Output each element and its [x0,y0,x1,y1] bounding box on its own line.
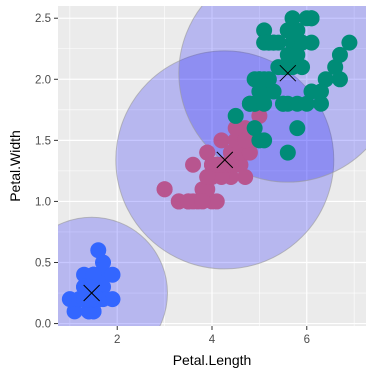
data-point [80,291,97,308]
data-point [251,71,268,88]
data-point [185,156,202,173]
data-point [251,83,268,100]
data-point [66,303,83,320]
data-point [256,22,273,39]
data-point [194,193,211,210]
data-point [104,266,121,283]
data-point [80,303,97,320]
x-tick-label: 4 [209,334,216,346]
y-tick-label: 0.5 [35,257,51,269]
data-point [341,34,358,51]
cluster-centers [83,64,297,302]
data-point [317,71,334,88]
data-point [327,59,344,76]
data-point [246,120,263,137]
data-point [237,168,254,185]
data-point [90,242,107,259]
center-mark-stroke [279,64,297,82]
data-point [279,144,296,161]
data-point [256,95,273,112]
data-point [265,83,282,100]
x-axis-title: Petal.Length [173,352,252,368]
data-point [95,254,112,271]
data-point [199,168,216,185]
data-point [213,132,230,149]
data-point [199,144,216,161]
data-point [251,107,268,124]
data-point [289,120,306,137]
data-point [104,291,121,308]
data-point [294,34,311,51]
data-point [241,144,258,161]
data-point [241,95,258,112]
data-point [227,120,244,137]
data-point [237,132,254,149]
data-point [289,22,306,39]
data-point [213,168,230,185]
y-tick-label: 1.0 [35,196,51,208]
data-points [61,10,358,320]
data-point [265,34,282,51]
data-point [303,10,320,27]
cluster-center-marker [216,151,234,169]
data-point [331,71,348,88]
data-point [227,107,244,124]
data-point [80,278,97,295]
data-point [331,46,348,63]
x-tick-label: 2 [114,334,120,346]
center-mark-stroke [216,151,234,169]
y-tick-label: 2.5 [35,13,51,25]
data-point [194,181,211,198]
data-point [284,10,301,27]
y-tick-label: 2.0 [35,74,51,86]
data-point [312,95,329,112]
y-tick-label: 1.5 [35,135,51,147]
cluster-center-marker [83,284,100,302]
data-point [204,156,220,173]
data-point [180,193,197,210]
data-point [256,132,273,149]
data-point [156,181,173,198]
data-point [222,156,239,173]
data-point [85,266,102,283]
data-point [312,83,329,100]
data-point [298,95,315,112]
y-axis-title: Petal.Width [7,130,23,202]
cluster-center-marker [279,64,297,82]
center-mark-stroke [83,284,100,302]
y-axis: 0.0 0.5 1.0 1.5 2.0 2.5 [35,13,58,331]
data-point [270,59,287,76]
x-axis: 2 4 6 [114,326,310,346]
data-point [208,193,225,210]
y-tick-label: 0.0 [35,319,51,331]
x-tick-label: 6 [304,334,310,346]
data-point [275,95,292,112]
data-point [284,46,301,63]
